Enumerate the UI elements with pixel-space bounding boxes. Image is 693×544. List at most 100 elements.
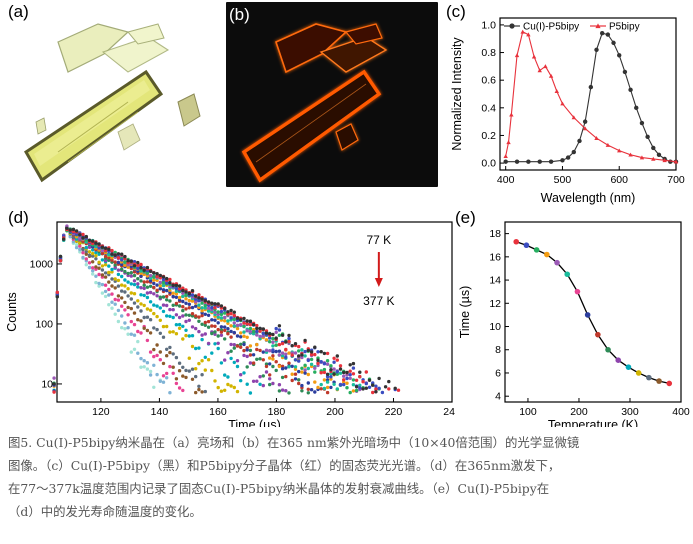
data-point xyxy=(284,340,288,344)
crystal-fragment-small xyxy=(117,123,141,151)
data-point xyxy=(364,386,368,390)
data-point xyxy=(261,358,265,362)
data-point xyxy=(168,330,172,334)
data-point xyxy=(84,252,89,256)
data-point xyxy=(239,373,243,377)
data-point xyxy=(506,140,511,145)
data-point xyxy=(271,354,275,358)
data-point xyxy=(290,344,294,348)
data-point xyxy=(132,260,137,264)
data-point xyxy=(91,248,95,252)
data-point xyxy=(152,311,156,316)
data-point xyxy=(229,312,233,316)
data-point xyxy=(232,330,236,335)
data-point xyxy=(120,304,124,308)
data-point xyxy=(152,326,156,330)
data-point xyxy=(184,313,188,317)
data-point xyxy=(84,249,89,254)
data-point xyxy=(194,367,198,371)
data-point xyxy=(300,370,304,374)
data-point xyxy=(200,313,204,318)
data-point xyxy=(213,318,217,322)
data-point xyxy=(123,254,127,259)
data-point xyxy=(181,291,185,295)
data-point xyxy=(277,353,282,357)
data-point xyxy=(255,326,259,331)
data-point xyxy=(184,290,188,294)
data-point xyxy=(81,232,85,237)
data-point xyxy=(216,327,220,332)
data-point xyxy=(242,316,246,321)
data-point xyxy=(309,352,314,357)
data-point xyxy=(325,380,330,384)
data-point xyxy=(136,329,140,334)
data-point xyxy=(264,370,269,374)
data-point xyxy=(136,277,140,281)
x-tick-label: 400 xyxy=(672,406,690,418)
data-point xyxy=(594,47,599,52)
data-point xyxy=(103,289,108,294)
data-point xyxy=(229,308,233,313)
x-tick-label: 400 xyxy=(497,174,515,186)
data-point xyxy=(190,325,195,329)
data-point xyxy=(342,382,346,387)
data-point xyxy=(206,358,211,362)
data-point xyxy=(168,364,172,369)
data-point xyxy=(132,282,137,287)
data-point xyxy=(245,319,249,323)
panel-label-c: (c) xyxy=(446,2,466,21)
data-point xyxy=(242,324,246,329)
lifetime-curve xyxy=(516,241,670,385)
data-point xyxy=(103,294,108,299)
data-point xyxy=(271,344,275,348)
data-point xyxy=(287,391,291,395)
data-point xyxy=(197,319,201,323)
data-point xyxy=(181,388,185,393)
data-point xyxy=(126,271,130,276)
data-point xyxy=(635,370,642,376)
y-tick-label: 18 xyxy=(489,228,501,240)
data-point xyxy=(190,299,195,303)
series-p5bipy xyxy=(503,29,679,164)
data-point xyxy=(81,251,85,255)
data-point xyxy=(181,308,185,313)
data-point xyxy=(78,250,82,254)
data-point xyxy=(277,342,282,347)
data-point xyxy=(123,327,127,331)
data-point xyxy=(184,301,188,305)
y-tick-label: 6 xyxy=(495,367,501,379)
data-point xyxy=(123,260,127,264)
data-point xyxy=(184,368,188,373)
data-point xyxy=(261,334,265,338)
data-point xyxy=(107,287,111,292)
crystal-fragments xyxy=(35,23,201,135)
data-point xyxy=(158,358,162,362)
data-point xyxy=(514,159,520,164)
data-point xyxy=(87,250,92,254)
data-point xyxy=(313,366,317,370)
data-point xyxy=(656,152,662,157)
data-point xyxy=(235,359,240,363)
data-point xyxy=(132,322,137,327)
data-point xyxy=(165,347,169,351)
data-point xyxy=(280,375,285,380)
data-point xyxy=(393,386,397,390)
data-point xyxy=(322,386,327,391)
data-point xyxy=(148,373,153,377)
data-point xyxy=(345,370,349,375)
data-point xyxy=(380,390,385,395)
data-point xyxy=(194,374,198,379)
data-point xyxy=(226,351,230,355)
data-point xyxy=(190,334,195,338)
data-point xyxy=(313,370,317,374)
data-point xyxy=(348,376,352,380)
data-point xyxy=(136,266,140,271)
data-point xyxy=(197,384,201,388)
data-point xyxy=(280,354,285,358)
data-point xyxy=(213,342,217,346)
data-point xyxy=(103,254,108,259)
data-point xyxy=(123,308,127,312)
data-point xyxy=(110,306,114,310)
data-point xyxy=(142,283,146,287)
x-axis-label: Temperature (K) xyxy=(548,418,638,427)
